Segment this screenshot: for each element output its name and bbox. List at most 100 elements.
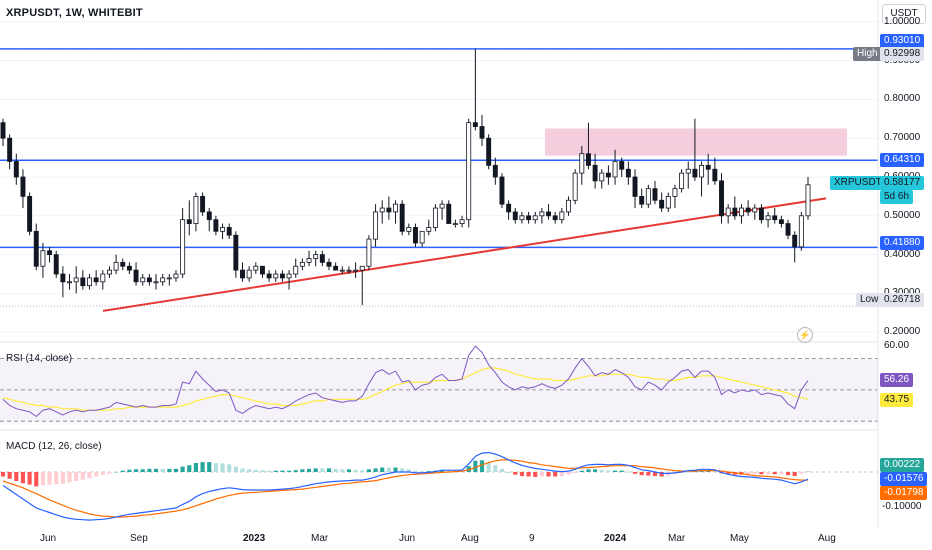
level-tag-low: 0.41880 — [880, 236, 925, 250]
macd-hist-bar — [193, 463, 198, 472]
macd-hist-bar — [652, 472, 658, 477]
candle-body — [492, 164, 498, 178]
candle-body — [739, 207, 744, 217]
flash-icon[interactable]: ⚡ — [797, 327, 813, 343]
candle-body — [665, 196, 671, 209]
macd-hist-bar — [373, 468, 378, 472]
macd-hist-bar — [646, 472, 651, 476]
candle-body — [732, 207, 738, 217]
rsi-ma-tag: 43.75 — [880, 393, 914, 407]
candle-body — [213, 219, 219, 232]
low-text-tag: Low — [856, 293, 883, 307]
macd-hist-bar — [133, 469, 139, 472]
macd-hist-bar — [207, 462, 212, 472]
macd-hist-bar — [440, 469, 445, 472]
macd-hist-bar — [326, 468, 332, 472]
time-tick: Aug — [461, 533, 479, 544]
macd-hist-bar — [187, 465, 192, 472]
macd-hist-bar — [506, 472, 511, 473]
macd-line-tag: -0.01576 — [880, 472, 928, 486]
candle-body — [273, 273, 279, 279]
time-tick: 9 — [529, 533, 535, 544]
price-tick: 0.70000 — [884, 132, 921, 144]
candle-body — [772, 215, 778, 221]
macd-hist-bar — [353, 469, 358, 472]
candle-body — [146, 277, 152, 283]
candle-body — [566, 199, 571, 213]
candle-body — [752, 207, 758, 213]
last-price-tag: 0.58177 — [880, 176, 925, 190]
candle-body — [67, 281, 72, 284]
macd-hist-bar — [420, 471, 425, 473]
macd-hist-bar — [586, 469, 591, 472]
macd-hist-bar — [180, 466, 185, 472]
candle-body — [559, 211, 565, 221]
candle-body — [539, 211, 545, 217]
candle-body — [758, 207, 764, 221]
macd-hist-bar — [792, 472, 797, 477]
macd-hist-bar — [400, 468, 405, 472]
candle-body — [459, 219, 465, 224]
macd-hist-bar — [280, 470, 285, 472]
candle-body — [685, 168, 691, 174]
candle-body — [725, 207, 731, 217]
macd-hist-bar — [746, 472, 751, 475]
candle-body — [419, 230, 425, 244]
time-tick: May — [730, 533, 749, 544]
macd-hist-bar — [140, 469, 145, 472]
macd-hist-bar — [513, 472, 518, 475]
candle-body — [246, 269, 252, 279]
time-tick: Mar — [668, 533, 686, 544]
candle-body — [552, 215, 558, 221]
candle-body — [33, 230, 39, 267]
macd-hist-bar — [213, 463, 218, 472]
macd-hist-bar — [227, 464, 232, 472]
candle-body — [53, 254, 59, 275]
candle-body — [253, 265, 259, 271]
macd-hist-bar — [599, 469, 604, 472]
candle-body — [286, 273, 292, 279]
macd-hist-bar — [406, 469, 411, 472]
macd-hist-bar — [566, 472, 571, 475]
candle-body — [612, 161, 618, 178]
candle-body — [652, 188, 658, 201]
currency-button[interactable]: USDT — [882, 4, 926, 24]
candle-body — [486, 137, 492, 166]
candle-body — [266, 273, 272, 279]
candle-body — [719, 180, 724, 217]
macd-hist-bar — [333, 468, 338, 472]
candle-body — [705, 164, 711, 170]
candle-body — [80, 277, 86, 287]
macd-hist-bar — [712, 471, 717, 473]
candle-body — [639, 196, 645, 205]
macd-hist-bar — [67, 472, 72, 483]
macd-hist-bar — [426, 471, 431, 473]
candle-body — [798, 215, 804, 248]
candle-body — [472, 122, 478, 127]
macd-hist-bar — [759, 472, 764, 475]
candle-body — [299, 261, 305, 267]
macd-hist-bar — [752, 472, 757, 474]
candle-body — [73, 277, 79, 283]
candle-body — [413, 227, 418, 244]
macd-hist-bar — [799, 472, 804, 474]
price-tick: 0.20000 — [884, 326, 921, 338]
macd-hist-bar — [120, 470, 125, 472]
macd-hist-bar — [579, 470, 584, 472]
macd-hist-bar — [173, 468, 179, 472]
candle-body — [426, 227, 432, 232]
macd-hist-bar — [34, 472, 39, 487]
macd-hist-bar — [626, 471, 631, 473]
candle-body — [452, 223, 458, 225]
candle-body — [200, 196, 206, 213]
time-tick: Jun — [399, 533, 416, 544]
resistance-zone — [545, 128, 847, 156]
macd-hist-bar — [87, 472, 92, 479]
candle-body — [353, 269, 359, 272]
trend-line[interactable] — [102, 197, 827, 312]
macd-hist-bar — [27, 472, 32, 485]
candle-body — [359, 265, 365, 271]
macd-hist-bar — [706, 470, 711, 472]
macd-hist-bar — [0, 472, 6, 477]
time-tick: 2023 — [243, 533, 266, 544]
